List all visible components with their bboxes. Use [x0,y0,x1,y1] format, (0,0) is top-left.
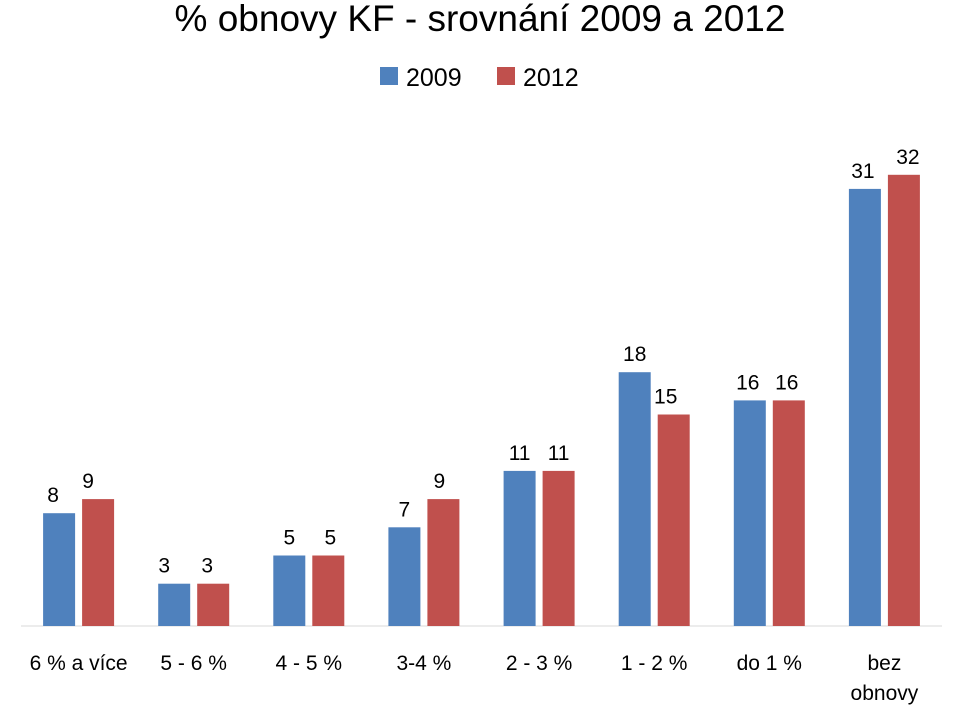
category-label-5: 2 - 3 % [506,652,573,675]
category-label-3: 4 - 5 % [276,652,343,675]
data-label-2009-2: 3 [158,555,170,578]
legend-swatch-2012 [497,67,515,85]
data-label-2009-8: 31 [851,160,874,183]
data-label-2012-4: 9 [434,470,446,493]
category-label-8-line-1: bez [867,652,901,675]
category-label-1: 6 % a více [30,652,128,675]
bar-2012-2 [197,583,230,626]
data-label-2009-1: 8 [47,484,59,507]
data-label-2012-1: 9 [82,470,94,493]
bar-2012-7 [772,400,805,626]
bar-2009-7 [733,400,766,626]
category-label-2: 5 - 6 % [160,652,227,675]
bar-2009-4 [388,527,421,626]
bar-2009-8 [848,188,881,626]
bar-2012-4 [427,499,460,626]
category-labels-group: 6 % a více 5 - 6 % 4 - 5 % 3-4 % 2 - 3 % 1 - … [30,652,919,705]
bar-2009-3 [273,555,306,626]
bar-2012-8 [887,174,920,627]
bars-group [43,174,920,627]
data-label-2009-4: 7 [399,498,411,521]
data-label-2009-5: 11 [509,442,531,465]
bar-2012-5 [542,470,575,626]
data-label-2012-5: 11 [548,442,570,465]
bar-2009-6 [618,372,651,626]
bar-2012-3 [312,555,345,626]
category-label-8-line-2: obnovy [851,682,919,705]
bar-2012-1 [82,499,115,626]
category-label-4: 3-4 % [396,652,451,675]
data-label-2012-8: 32 [896,146,919,169]
category-label-7: do 1 % [737,652,802,675]
bar-2009-5 [503,470,536,626]
data-label-2009-6: 18 [623,343,646,366]
legend: 2009 2012 [380,64,579,92]
data-label-2012-6: 15 [654,386,677,409]
data-label-2012-7: 16 [775,371,798,394]
legend-label-2012: 2012 [523,64,579,92]
chart-title: % obnovy KF - srovnání 2009 a 2012 [175,0,786,39]
bar-2009-1 [43,513,76,626]
bar-2012-6 [657,414,690,626]
data-label-2012-2: 3 [201,555,213,578]
legend-swatch-2009 [380,67,398,85]
bar-2009-2 [158,583,191,626]
data-label-2009-3: 5 [283,527,295,550]
data-label-2012-3: 5 [324,527,336,550]
legend-label-2009: 2009 [406,64,462,92]
category-label-6: 1 - 2 % [621,652,688,675]
data-label-2009-7: 16 [736,371,759,394]
